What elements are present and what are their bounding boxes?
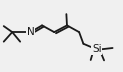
Text: N: N	[27, 27, 34, 37]
Text: Si: Si	[92, 44, 102, 54]
